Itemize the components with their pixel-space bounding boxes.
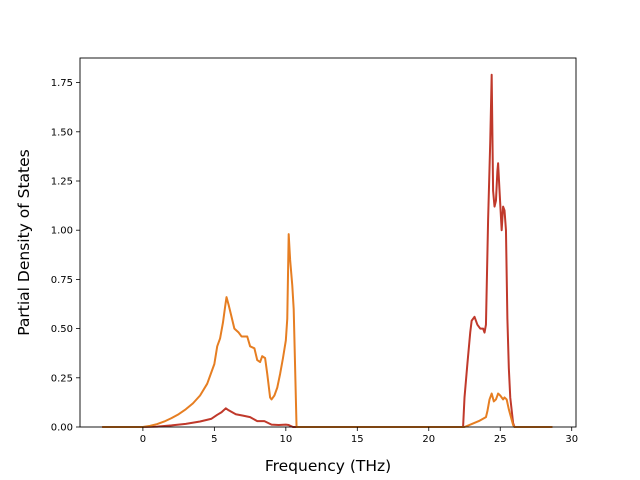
y-tick-label: 0.75 [51, 275, 73, 286]
series-layer [101, 73, 553, 428]
x-axis: 0 5 10 15 20 25 30 [140, 427, 578, 445]
series-line-2 [101, 233, 553, 428]
x-tick-label: 30 [565, 434, 578, 445]
plot-area-background [80, 58, 576, 427]
y-tick-label: 1.75 [51, 78, 73, 89]
y-tick-label: 0.25 [51, 373, 73, 384]
x-tick-label: 25 [494, 434, 507, 445]
y-tick-label: 0.50 [51, 324, 73, 335]
series-line-1 [101, 73, 553, 428]
y-tick-label: 0.00 [51, 423, 73, 434]
y-tick-label: 1.50 [51, 127, 73, 138]
plot-frame [79, 57, 577, 428]
x-tick-label: 0 [140, 434, 146, 445]
y-tick-label: 1.25 [51, 177, 73, 188]
x-tick-label: 10 [279, 434, 292, 445]
x-tick-label: 20 [422, 434, 435, 445]
x-tick-label: 5 [211, 434, 217, 445]
y-axis-label: Partial Density of States [15, 149, 33, 335]
y-tick-label: 1.00 [51, 226, 73, 237]
x-axis-label: Frequency (THz) [265, 457, 391, 475]
y-axis: 0.00 0.25 0.50 0.75 1.00 1.25 1.50 1.75 [51, 78, 80, 434]
x-tick-label: 15 [351, 434, 364, 445]
